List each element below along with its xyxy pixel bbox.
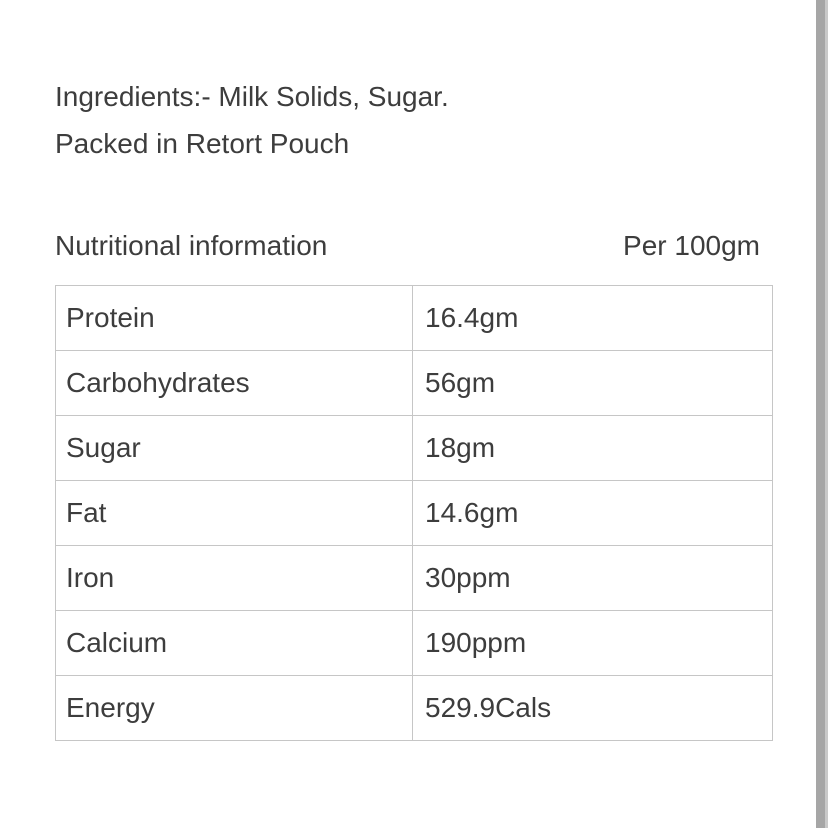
table-row: Fat 14.6gm: [55, 480, 773, 546]
serving-size-label: Per 100gm: [623, 230, 760, 261]
nutrition-title: Nutritional information: [55, 230, 328, 261]
nutrition-header: Nutritional information Per 100gm: [55, 222, 773, 269]
nutrition-table: Protein 16.4gm Carbohydrates 56gm Sugar …: [55, 285, 773, 741]
nutrient-label-cell: Iron: [55, 545, 413, 611]
nutrient-label-cell: Protein: [55, 285, 413, 351]
table-row: Carbohydrates 56gm: [55, 350, 773, 416]
nutrient-value-cell: 14.6gm: [412, 480, 773, 546]
table-row: Protein 16.4gm: [55, 285, 773, 351]
table-row: Calcium 190ppm: [55, 610, 773, 676]
ingredients-line: Ingredients:- Milk Solids, Sugar.: [55, 81, 449, 112]
table-row: Sugar 18gm: [55, 415, 773, 481]
nutrient-label-cell: Sugar: [55, 415, 413, 481]
nutrient-value-cell: 529.9Cals: [412, 675, 773, 741]
scrollbar-thumb[interactable]: [816, 0, 825, 828]
nutrient-label-cell: Fat: [55, 480, 413, 546]
table-row: Iron 30ppm: [55, 545, 773, 611]
nutrient-value-cell: 56gm: [412, 350, 773, 416]
nutrient-label-cell: Calcium: [55, 610, 413, 676]
nutrient-value-cell: 18gm: [412, 415, 773, 481]
nutrient-value-cell: 190ppm: [412, 610, 773, 676]
ingredients-text: Ingredients:- Milk Solids, Sugar. Packed…: [55, 73, 773, 167]
nutrient-label-cell: Carbohydrates: [55, 350, 413, 416]
packaging-line: Packed in Retort Pouch: [55, 128, 350, 159]
scrollbar-track: [825, 0, 828, 828]
product-info-panel: Ingredients:- Milk Solids, Sugar. Packed…: [55, 73, 773, 741]
nutrient-value-cell: 16.4gm: [412, 285, 773, 351]
table-row: Energy 529.9Cals: [55, 675, 773, 741]
nutrient-value-cell: 30ppm: [412, 545, 773, 611]
nutrient-label-cell: Energy: [55, 675, 413, 741]
